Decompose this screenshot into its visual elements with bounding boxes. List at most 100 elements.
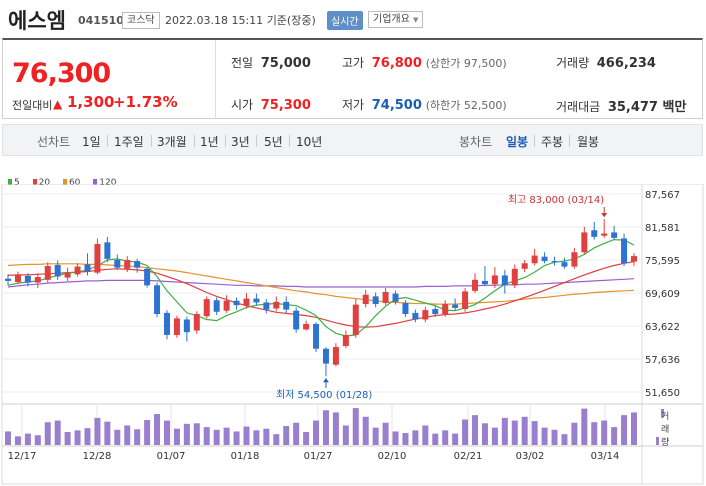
x-tick-label: 02/21	[454, 451, 483, 462]
candle-down	[134, 261, 141, 268]
high-label: 고가	[342, 56, 365, 70]
low-annotation: 최저 54,500 (01/28)	[276, 389, 372, 401]
legend-ma120: 120	[93, 178, 116, 188]
volume-bar	[273, 434, 280, 445]
candle-down	[561, 262, 568, 267]
volume-bar	[94, 417, 101, 445]
candle-down	[313, 323, 320, 349]
volume-bar	[571, 422, 578, 445]
volume-bar	[402, 433, 409, 445]
candle-up	[193, 313, 200, 331]
range-1d[interactable]: 1일	[82, 135, 101, 149]
volume-bar	[24, 433, 31, 445]
range-5y[interactable]: 5년	[264, 135, 283, 149]
volume-legend-label: 거래량	[661, 409, 669, 448]
candle-up	[601, 233, 608, 236]
volume-bar	[481, 423, 488, 445]
range-1y[interactable]: 1년	[200, 135, 219, 149]
volume-bar	[392, 431, 399, 445]
candle-up	[342, 334, 349, 346]
ma20-line	[7, 261, 635, 328]
candle-down	[5, 278, 11, 281]
candle-weekly[interactable]: 주봉	[541, 135, 564, 149]
candle-chart-label[interactable]: 봉차트	[459, 135, 493, 149]
range-1w[interactable]: 1주일	[114, 135, 144, 149]
volume-value: 466,234	[596, 56, 656, 71]
range-10y[interactable]: 10년	[296, 135, 323, 149]
y-tick-label: 57,636	[645, 355, 680, 366]
candle-up	[34, 277, 41, 283]
trade-volume: 거래량 466,234	[556, 54, 656, 71]
volume-bar	[531, 421, 538, 445]
volume-bar	[303, 431, 310, 445]
candle-down	[621, 238, 628, 264]
amount-label: 거래대금	[556, 100, 601, 114]
divider	[289, 135, 290, 147]
line-chart-label[interactable]: 선차트	[37, 135, 71, 149]
chevron-down-icon: ▼	[413, 16, 419, 24]
range-3y[interactable]: 3년	[231, 135, 250, 149]
volume-bar	[322, 410, 329, 445]
candle-up	[273, 301, 280, 309]
volume-bar	[5, 431, 11, 445]
x-tick-label: 12/28	[83, 451, 112, 462]
candle-down	[541, 256, 548, 262]
market-badge: 코스닥	[122, 12, 160, 29]
volume-bar	[64, 431, 71, 445]
candle-down	[372, 296, 379, 305]
divider	[151, 135, 152, 147]
y-tick-label: 81,581	[645, 223, 680, 234]
volume-bar	[173, 428, 180, 445]
volume-bar	[472, 415, 479, 445]
volume-bar	[203, 427, 210, 445]
candle-down	[551, 261, 558, 263]
x-tick-label: 01/18	[231, 451, 260, 462]
divider	[256, 135, 257, 147]
volume-bar	[352, 408, 359, 445]
candle-up	[14, 275, 21, 283]
candle-down	[293, 310, 300, 330]
candle-monthly[interactable]: 월봉	[577, 135, 600, 149]
realtime-badge[interactable]: 실시간	[327, 11, 363, 30]
volume-bar	[233, 431, 240, 445]
stock-code: 041510	[78, 14, 124, 27]
candle-down	[154, 285, 161, 314]
open-label: 시가	[231, 98, 254, 112]
volume-bar	[14, 436, 21, 445]
high-price: 고가 76,800 (상한가 97,500)	[342, 54, 507, 71]
volume-bar	[163, 420, 170, 445]
candlestick-chart[interactable]: 87,567 81,581 75,595 69,609 63,622 57,636 51,6…	[0, 184, 706, 486]
candle-up	[74, 266, 81, 275]
candle-down	[432, 309, 439, 314]
volume-bar	[243, 426, 250, 445]
candle-down	[253, 298, 260, 303]
candle-daily[interactable]: 일봉	[506, 135, 529, 149]
x-tick-label: 12/17	[8, 451, 37, 462]
candle-up	[631, 256, 637, 262]
y-tick-label: 75,595	[645, 256, 680, 267]
volume-bar	[581, 408, 588, 445]
volume-bar	[511, 420, 518, 445]
divider	[107, 135, 108, 147]
volume-bar	[332, 412, 339, 445]
volume-bar	[382, 422, 389, 445]
candle-up	[571, 252, 578, 267]
volume-bar	[491, 427, 498, 445]
company-info-button[interactable]: 기업개요 ▼	[368, 11, 424, 28]
legend-ma5: 5	[8, 178, 20, 188]
candle-up	[491, 275, 498, 285]
volume-bar	[621, 415, 628, 445]
candle-up	[462, 291, 469, 310]
legend-label: 5	[14, 178, 20, 188]
swatch-icon	[93, 179, 98, 185]
swatch-icon	[32, 179, 37, 185]
prev-label: 전일	[231, 56, 254, 70]
range-3m[interactable]: 3개월	[157, 135, 187, 149]
volume-bar	[74, 430, 81, 445]
ma120-line	[7, 278, 635, 288]
divider	[194, 135, 195, 147]
high-arrow-icon	[601, 213, 608, 218]
candle-down	[392, 293, 399, 302]
candle-down	[213, 300, 220, 312]
ma60-line	[7, 263, 635, 305]
